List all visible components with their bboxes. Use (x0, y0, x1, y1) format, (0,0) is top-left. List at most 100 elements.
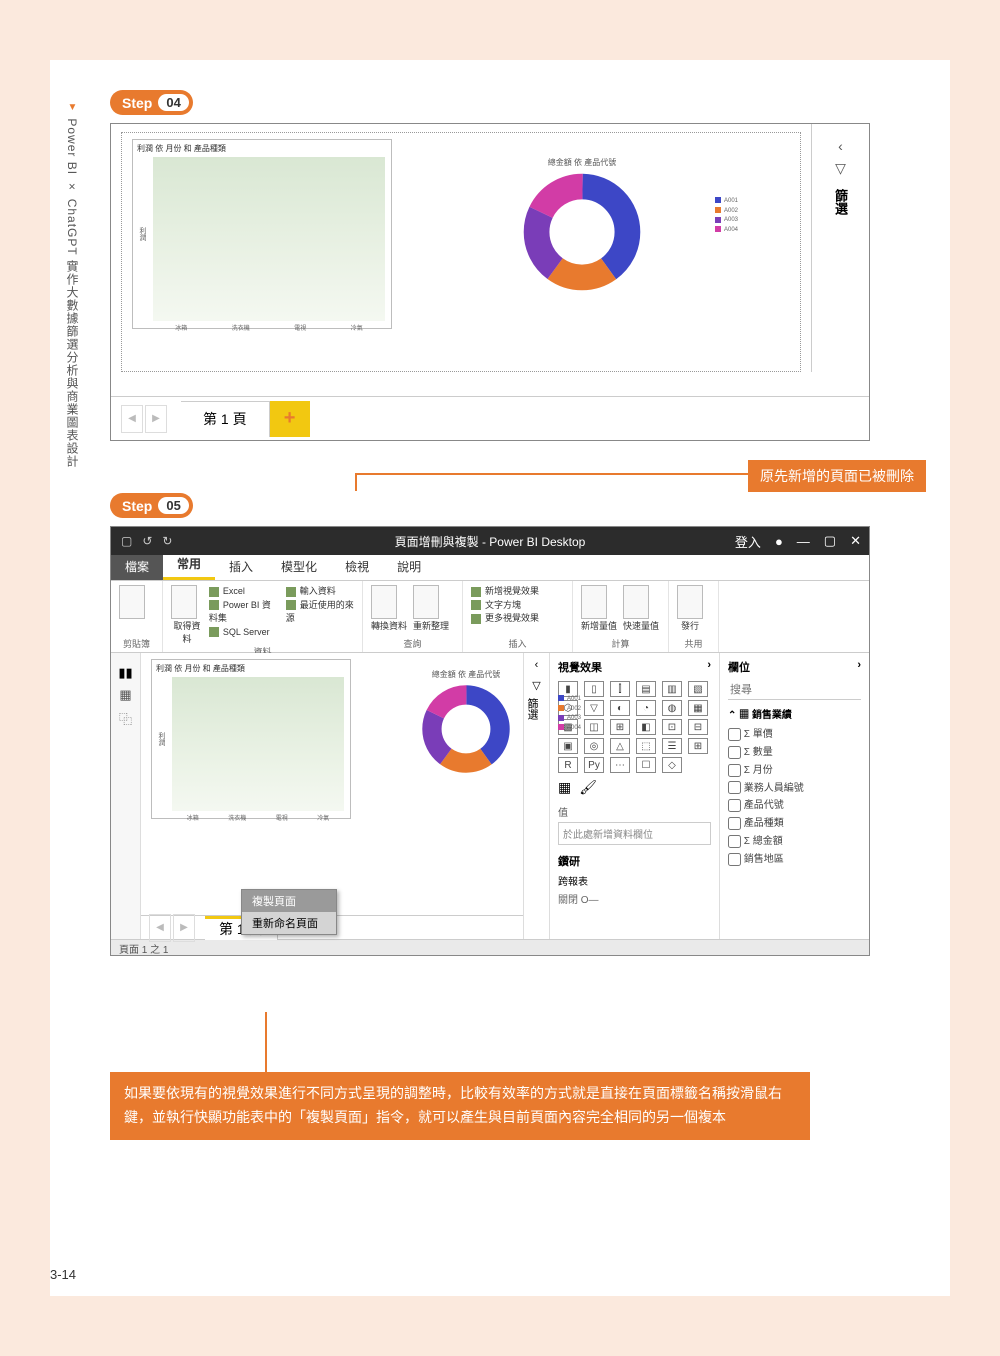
minimize-icon[interactable]: — (797, 534, 810, 549)
book-side-title: ▼ Power BI × ChatGPT 實作大數據篩選分析與商業圖表設計 (64, 102, 81, 468)
window-titlebar: ▢↺↻ 頁面增刪與複製 - Power BI Desktop 登入●—▢✕ (111, 527, 869, 555)
field-item[interactable]: 銷售地區 (728, 850, 861, 866)
view-rail: ▮▮ ▦ ⿻ (111, 653, 141, 939)
step04-badge: Step04 (110, 90, 193, 115)
toggle-cross[interactable]: 關閉 O— (558, 891, 711, 906)
src-pbids[interactable]: Power BI 資料集 (209, 599, 280, 626)
donut-chart: 總金額 依 產品代號 A001A002A003A004 (482, 157, 682, 292)
getdata-icon[interactable] (171, 585, 197, 619)
viz-type-icon[interactable]: ▦ (688, 700, 708, 716)
viz-type-icon[interactable]: ▣ (558, 738, 578, 754)
step05-callout: 如果要依現有的視覺效果進行不同方式呈現的調整時，比較有效率的方式就是直接在頁面標… (110, 1072, 810, 1140)
report-canvas: 利潤 依 月份 和 產品種類 利潤 冰箱洗衣機電視冷氣 總金額 依 產品代號 A… (141, 653, 523, 939)
viz-type-icon[interactable]: ◎ (584, 738, 604, 754)
ctx-rename-page[interactable]: 重新命名頁面 (242, 912, 336, 934)
src-excel[interactable]: Excel (209, 585, 280, 599)
field-item[interactable]: Σ 數量 (728, 743, 861, 759)
tab-file[interactable]: 檔案 (111, 553, 163, 580)
donut-chart-s5[interactable]: 總金額 依 產品代號 A001A002A003A004 (391, 669, 541, 774)
src-sql[interactable]: SQL Server (209, 626, 280, 640)
viz-type-icon[interactable]: ⊞ (610, 719, 630, 735)
tab-nav-next[interactable]: ▶ (145, 405, 167, 433)
tab-view[interactable]: 檢視 (331, 553, 383, 580)
viz-type-icon[interactable]: ◐ (610, 700, 630, 716)
chevron-right-icon[interactable]: › (707, 659, 711, 675)
fields-pane: 欄位› ⌃ ▦ 銷售業績 Σ 單價 Σ 數量 Σ 月份 業務人員編號 產品代號 … (719, 653, 869, 939)
undo-icon[interactable]: ↺ (142, 534, 152, 548)
save-icon[interactable]: ▢ (121, 534, 132, 548)
viz-type-icon[interactable]: ▥ (662, 681, 682, 697)
redo-icon[interactable]: ↻ (162, 534, 172, 548)
ctx-duplicate-page[interactable]: 複製頁面 (242, 890, 336, 912)
tab-help[interactable]: 說明 (383, 553, 435, 580)
signin-button[interactable]: 登入 (735, 532, 761, 551)
bar-chart: 利潤 依 月份 和 產品種類 利潤 冰箱洗衣機電視冷氣 (132, 139, 392, 329)
field-item[interactable]: Σ 總金額 (728, 832, 861, 848)
newmeasure-icon[interactable] (581, 585, 607, 619)
data-view-icon[interactable]: ▦ (111, 687, 140, 703)
fields-icon[interactable]: ▦ (558, 779, 571, 796)
maximize-icon[interactable]: ▢ (824, 533, 836, 549)
btn-newviz[interactable]: 新增視覺效果 (471, 585, 539, 599)
viz-type-icon[interactable]: ⋯ (610, 757, 630, 773)
viz-type-icon[interactable]: ◇ (662, 757, 682, 773)
paste-icon[interactable] (119, 585, 145, 619)
viz-type-icon[interactable]: Py (584, 757, 604, 773)
fields-search[interactable] (728, 681, 861, 700)
viz-type-icon[interactable]: ▯ (584, 681, 604, 697)
ribbon: 剪貼簿 取得資料 Excel Power BI 資料集 SQL Server 輸… (111, 581, 869, 653)
viz-type-icon[interactable]: ▽ (584, 700, 604, 716)
funnel-icon: ▽ (812, 160, 869, 177)
report-view-icon[interactable]: ▮▮ (111, 665, 140, 681)
refresh-icon[interactable] (413, 585, 439, 619)
chevron-left-icon[interactable]: ‹ (812, 138, 869, 154)
tab-insert[interactable]: 插入 (215, 553, 267, 580)
field-item[interactable]: 業務人員編號 (728, 779, 861, 795)
viz-type-icon[interactable]: ⊟ (688, 719, 708, 735)
format-icon[interactable]: 🖌 (579, 779, 597, 796)
transform-icon[interactable] (371, 585, 397, 619)
page-tab-1[interactable]: 第 1 頁 (181, 401, 270, 437)
field-item[interactable]: 產品種類 (728, 814, 861, 830)
viz-type-icon[interactable]: ⬚ (636, 738, 656, 754)
viz-type-icon[interactable]: ☐ (636, 757, 656, 773)
viz-type-icon[interactable]: ☰ (662, 738, 682, 754)
field-item[interactable]: 產品代號 (728, 796, 861, 812)
publish-icon[interactable] (677, 585, 703, 619)
viz-type-icon[interactable]: ◍ (662, 700, 682, 716)
viz-type-icon[interactable]: ◔ (636, 700, 656, 716)
viz-type-icon[interactable]: ◫ (584, 719, 604, 735)
close-icon[interactable]: ✕ (850, 533, 861, 549)
tab-nav-prev-s5[interactable]: ◀ (149, 914, 171, 942)
src-import[interactable]: 輸入資料 (286, 585, 354, 599)
src-recent[interactable]: 最近使用的來源 (286, 599, 354, 626)
chevron-right-icon[interactable]: › (857, 659, 861, 675)
tab-nav-next-s5[interactable]: ▶ (173, 914, 195, 942)
viz-type-icon[interactable]: ▧ (688, 681, 708, 697)
add-page-button[interactable]: + (270, 401, 310, 437)
tab-nav-prev[interactable]: ◀ (121, 405, 143, 433)
model-view-icon[interactable]: ⿻ (111, 709, 140, 728)
viz-type-icon[interactable]: △ (610, 738, 630, 754)
quickmeasure-icon[interactable] (623, 585, 649, 619)
field-item[interactable]: Σ 單價 (728, 725, 861, 741)
viz-type-icon[interactable]: ◧ (636, 719, 656, 735)
tab-model[interactable]: 模型化 (267, 553, 331, 580)
value-dropzone[interactable]: 於此處新增資料欄位 (558, 822, 711, 845)
step05-badge: Step05 (110, 493, 193, 518)
step04-screenshot: 利潤 依 月份 和 產品種類 利潤 冰箱洗衣機電視冷氣 總金額 依 產品代號 A… (110, 123, 870, 441)
step04-callout: 原先新增的頁面已被刪除 (748, 460, 926, 492)
viz-type-icon[interactable]: ⫿ (610, 681, 630, 697)
viz-type-icon[interactable]: ⊞ (688, 738, 708, 754)
btn-textbox[interactable]: 文字方塊 (471, 599, 539, 613)
bar-chart-s5[interactable]: 利潤 依 月份 和 產品種類 利潤 冰箱洗衣機電視冷氣 (151, 659, 351, 819)
viz-type-icon[interactable]: ▤ (636, 681, 656, 697)
btn-moreviz[interactable]: 更多視覺效果 (471, 612, 539, 626)
field-item[interactable]: Σ 月份 (728, 761, 861, 777)
filter-pane-collapsed[interactable]: ‹ ▽ 篩選 (811, 124, 869, 372)
viz-type-icon[interactable]: ⊡ (662, 719, 682, 735)
ribbon-tabs: 檔案 常用 插入 模型化 檢視 說明 (111, 555, 869, 581)
window-title: 頁面增刪與複製 - Power BI Desktop (395, 533, 586, 550)
step05-screenshot: ▢↺↻ 頁面增刪與複製 - Power BI Desktop 登入●—▢✕ 檔案… (110, 526, 870, 956)
viz-type-icon[interactable]: R (558, 757, 578, 773)
